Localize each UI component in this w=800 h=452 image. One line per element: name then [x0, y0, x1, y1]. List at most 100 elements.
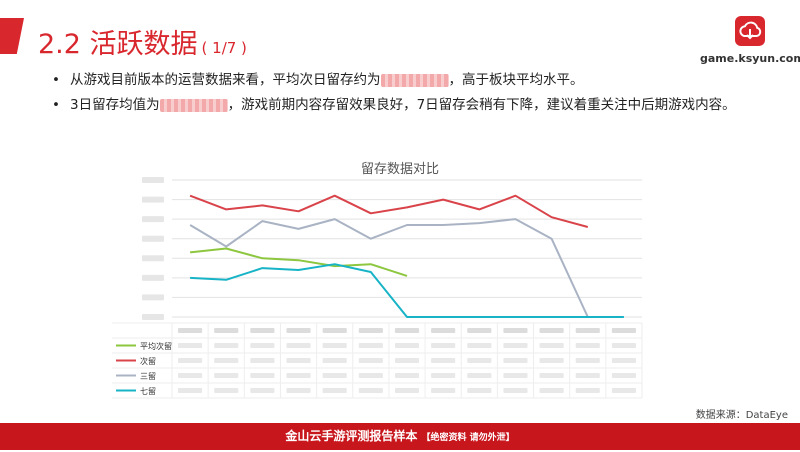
table-cell-redacted [394, 373, 420, 378]
legend-label: 三留 [140, 371, 156, 381]
table-cell-redacted [322, 328, 347, 333]
table-cell-redacted [431, 388, 456, 393]
title-accent-bar [0, 18, 24, 54]
bullet-item: 从游戏目前版本的运营数据来看，平均次日留存约为 ，高于板块平均水平。 [52, 70, 752, 91]
table-cell-redacted [575, 328, 600, 333]
table-cell-redacted [250, 373, 275, 378]
table-cell-redacted [394, 343, 420, 348]
y-tick-label-redacted [142, 314, 164, 320]
logo-text: game.ksyun.com [700, 52, 800, 65]
table-cell-redacted [358, 358, 383, 363]
table-cell-redacted [611, 343, 636, 348]
table-cell-redacted [286, 328, 311, 333]
data-source: 数据来源：DataEye [695, 410, 788, 421]
table-cell-redacted [467, 358, 492, 363]
table-cell-redacted [286, 373, 311, 378]
y-tick-label-redacted [142, 196, 164, 203]
table-cell-redacted [539, 328, 564, 333]
table-cell-redacted [431, 328, 456, 333]
table-cell-redacted [611, 388, 636, 393]
bullet-text-before: 3日留存均值为 [70, 97, 160, 113]
table-cell-redacted [611, 358, 636, 363]
redacted-value [159, 98, 228, 112]
table-cell-redacted [539, 358, 564, 363]
footer-text: 金山云手游评测报告样本 [285, 429, 418, 443]
series-line [189, 247, 408, 277]
y-tick-label-redacted [142, 255, 164, 262]
redacted-value [380, 73, 449, 87]
table-cell-redacted [214, 373, 239, 378]
table-cell-redacted [250, 358, 275, 363]
table-cell-redacted [322, 388, 347, 393]
series-line [189, 194, 589, 228]
table-cell-redacted [286, 358, 311, 363]
table-cell-redacted [575, 343, 600, 348]
y-tick-label-redacted [142, 274, 164, 281]
footer-bar: 金山云手游评测报告样本 【绝密资料 请勿外泄】 [0, 423, 800, 450]
table-cell-redacted [214, 343, 239, 348]
bullet-item: 3日留存均值为 ，游戏前期内容存留效果良好，7日留存会稍有下降，建议着重关注中后期… [52, 95, 752, 116]
y-tick-label-redacted [142, 216, 164, 223]
table-cell-redacted [539, 373, 564, 378]
page-indicator: ( 1/7 ) [201, 39, 247, 57]
table-cell-redacted [250, 388, 275, 393]
y-tick-label-redacted [142, 177, 164, 183]
table-cell-redacted [358, 388, 383, 393]
table-cell-redacted [539, 343, 564, 348]
legend-label: 平均次留 [140, 341, 172, 351]
table-cell-redacted [503, 373, 528, 378]
table-cell-redacted [178, 388, 203, 393]
legend-label: 次留 [140, 356, 156, 366]
page-title: 2.2 活跃数据( 1/7 ) [38, 22, 247, 61]
bullet-list: 从游戏目前版本的运营数据来看，平均次日留存约为 ，高于板块平均水平。 3日留存均值… [52, 70, 752, 120]
table-cell-redacted [286, 343, 311, 348]
footer-note: 【绝密资料 请勿外泄】 [421, 433, 515, 443]
table-cell-redacted [322, 373, 347, 378]
table-cell-redacted [322, 358, 347, 363]
page-title-text: 2.2 活跃数据 [38, 29, 198, 60]
series-line [189, 218, 589, 318]
table-cell-redacted [467, 373, 492, 378]
table-cell-redacted [214, 358, 239, 363]
table-cell-redacted [358, 328, 383, 333]
table-cell-redacted [503, 388, 528, 393]
legend-label: 七留 [140, 386, 156, 396]
table-cell-redacted [358, 343, 383, 348]
table-cell-redacted [394, 388, 420, 393]
table-cell-redacted [214, 328, 239, 333]
table-cell-redacted [431, 343, 456, 348]
bullet-text-after: ，高于板块平均水平。 [448, 72, 584, 88]
table-cell-redacted [250, 343, 275, 348]
table-cell-redacted [286, 388, 311, 393]
y-tick-label-redacted [142, 235, 164, 242]
table-cell-redacted [178, 328, 203, 333]
bullet-text-after: ，游戏前期内容存留效果良好，7日留存会稍有下降，建议着重关注中后期游戏内容。 [227, 97, 736, 113]
table-cell-redacted [250, 328, 275, 333]
chart-title: 留存数据对比 [360, 162, 439, 177]
table-cell-redacted [178, 373, 203, 378]
table-cell-redacted [467, 343, 492, 348]
table-cell-redacted [611, 373, 636, 378]
table-cell-redacted [503, 343, 528, 348]
table-cell-redacted [575, 388, 600, 393]
table-cell-redacted [178, 358, 203, 363]
table-cell-redacted [431, 358, 456, 363]
table-cell-redacted [322, 343, 347, 348]
series-line [190, 263, 624, 318]
table-cell-redacted [467, 388, 492, 393]
table-cell-redacted [503, 328, 528, 333]
table-cell-redacted [467, 328, 492, 333]
table-cell-redacted [178, 343, 203, 348]
table-cell-redacted [503, 358, 528, 363]
table-cell-redacted [358, 373, 383, 378]
table-cell-redacted [575, 358, 600, 363]
table-cell-redacted [214, 388, 239, 393]
table-cell-redacted [394, 358, 420, 363]
cloud-download-icon [735, 16, 765, 46]
bullet-text-before: 从游戏目前版本的运营数据来看，平均次日留存约为 [70, 72, 381, 88]
table-cell-redacted [611, 328, 636, 333]
y-tick-label-redacted [142, 294, 164, 301]
table-cell-redacted [575, 373, 600, 378]
table-cell-redacted [539, 388, 564, 393]
